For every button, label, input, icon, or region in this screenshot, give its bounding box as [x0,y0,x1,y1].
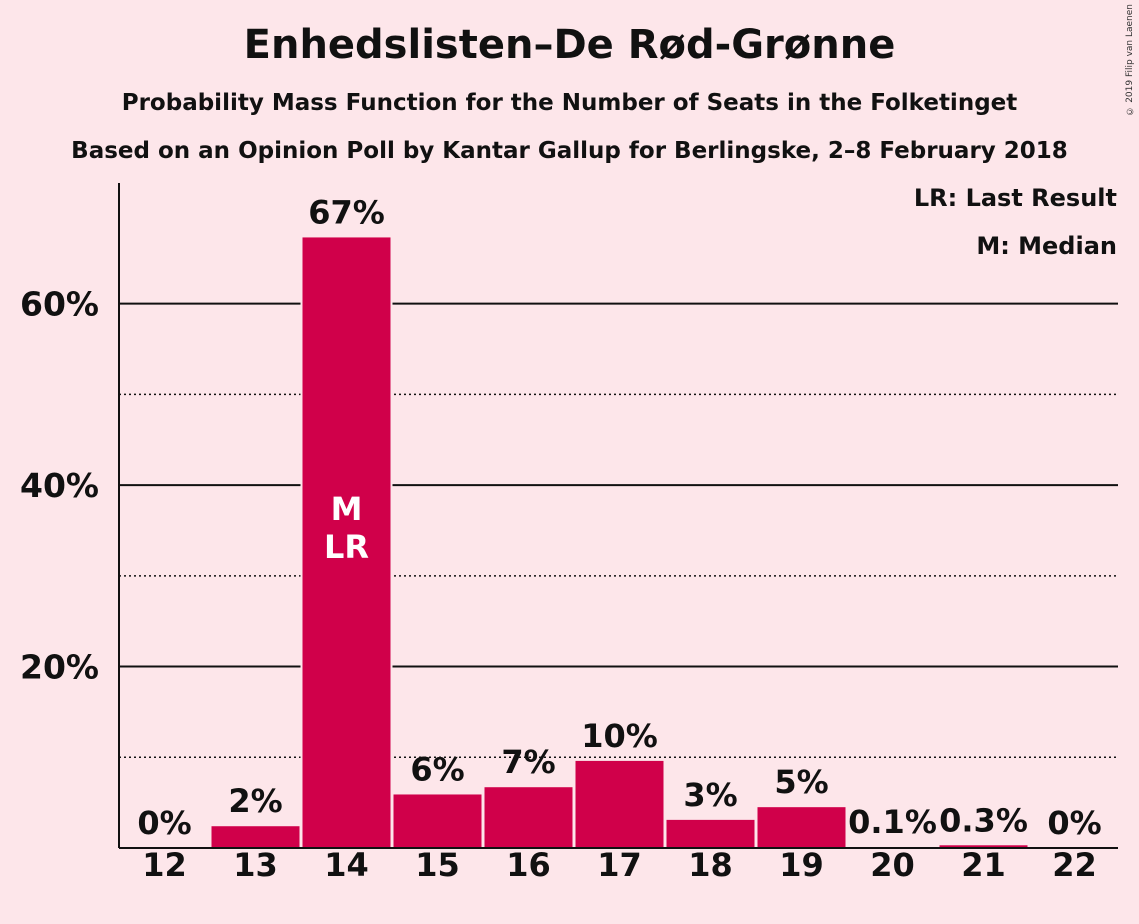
x-tick-label: 12 [142,846,187,884]
x-tick-label: 15 [415,846,460,884]
data-label: 2% [228,782,282,820]
bar [575,760,664,848]
data-label: 0% [1047,804,1101,842]
y-tick-label: 20% [20,648,99,687]
data-label: 67% [308,193,385,231]
data-label: 0.1% [848,803,937,841]
data-label: 5% [774,763,828,801]
bar [939,845,1028,848]
y-tick-label: 60% [20,285,99,324]
x-tick-label: 20 [870,846,915,884]
bar-gap [846,845,939,848]
legend-median: M: Median [976,232,1117,260]
data-label: 0% [137,804,191,842]
x-tick-label: 16 [506,846,551,884]
chart-title: Enhedslisten–De Rød-Grønne [243,22,896,68]
x-tick-label: 19 [779,846,824,884]
x-tick-label: 21 [961,846,1006,884]
legend-last-result: LR: Last Result [913,184,1117,212]
bar [484,787,573,848]
bar [757,807,846,848]
bar [302,237,391,848]
median-marker: M [331,490,363,528]
data-label: 7% [501,743,555,781]
data-label: 3% [683,776,737,814]
data-label: 6% [410,750,464,788]
y-tick-label: 40% [20,466,99,505]
chart-subtitle-source: Based on an Opinion Poll by Kantar Gallu… [71,138,1068,164]
x-tick-label: 14 [324,846,369,884]
last-result-marker: LR [324,528,369,566]
x-tick-label: 17 [597,846,642,884]
data-label: 10% [581,717,658,755]
x-tick-label: 13 [233,846,278,884]
chart-subtitle: Probability Mass Function for the Number… [121,90,1018,116]
data-label: 0.3% [939,801,1028,839]
bar [666,819,755,848]
x-tick-label: 22 [1052,846,1097,884]
x-tick-label: 18 [688,846,733,884]
bar [393,794,482,848]
bar [211,826,300,848]
